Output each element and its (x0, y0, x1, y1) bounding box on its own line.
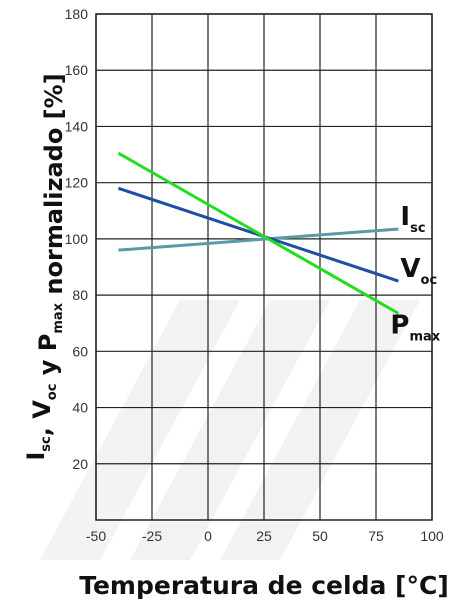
y-tick-label: 40 (72, 400, 88, 416)
y-axis-label: Isc, Voc y Pmax normalizado [%] (22, 73, 68, 460)
series-label-voc: Voc (400, 254, 437, 288)
x-tick-label: 50 (312, 528, 328, 544)
x-tick-label: 25 (256, 528, 272, 544)
y-tick-label: 60 (72, 343, 88, 359)
y-tick-label: 160 (65, 62, 89, 78)
x-tick-label: -25 (142, 528, 162, 544)
y-tick-label: 120 (65, 175, 89, 191)
series-line-pmax (117, 151, 400, 315)
series-label-isc: Isc (400, 202, 425, 236)
x-tick-label: 0 (204, 528, 212, 544)
series-labels: Isc Voc Pmax (390, 202, 440, 344)
x-axis-label: Temperatura de celda [°C] (79, 571, 449, 600)
y-tick-label: 180 (65, 6, 89, 22)
series-lines (117, 151, 400, 315)
series-line-isc (118, 227, 399, 252)
x-tick-label: -50 (86, 528, 106, 544)
y-tick-label: 140 (65, 118, 89, 134)
y-tick-labels: 20 40 60 80 100 120 140 160 180 (65, 6, 89, 472)
watermark-logo (40, 300, 420, 560)
y-tick-label: 80 (72, 287, 88, 303)
y-tick-label: 20 (72, 456, 88, 472)
x-tick-label: 100 (420, 528, 444, 544)
x-tick-label: 75 (368, 528, 384, 544)
x-tick-labels: -50 -25 0 25 50 75 100 (86, 528, 444, 544)
y-tick-label: 100 (65, 231, 89, 247)
series-label-pmax: Pmax (390, 310, 440, 344)
